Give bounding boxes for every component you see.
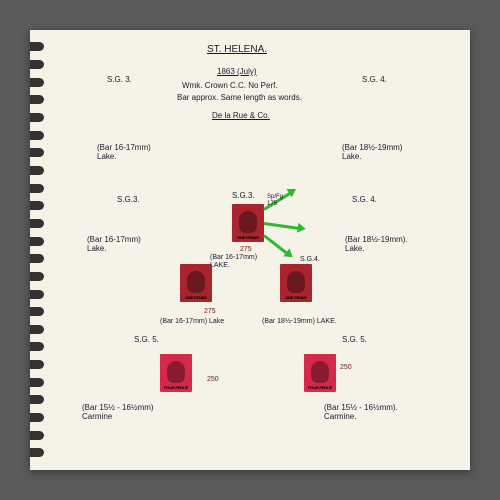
year-label: 1863 (July)	[217, 68, 257, 77]
row3-mid: (Bar 16-17mm) LAKE.	[210, 254, 257, 269]
row3-left: (Bar 16-17mm) Lake.	[87, 236, 141, 254]
stamp-label: ONE PENNY	[185, 295, 207, 300]
row2-mid-ref: S.G.3.	[232, 192, 255, 201]
arrow-icon	[263, 234, 288, 255]
row3-right: (Bar 18½-19mm). Lake.	[345, 236, 408, 254]
stamp-lake-left: ONE PENNY	[180, 264, 212, 302]
price-center: 275	[240, 246, 252, 254]
page-title: ST. HELENA.	[207, 44, 267, 55]
stamp-carmine-left: FOUR PENCE	[160, 354, 192, 392]
note-sp: Sp/Fg175	[267, 194, 283, 207]
printer-line: De la Rue & Co.	[212, 112, 270, 121]
row1-right: (Bar 18½-19mm) Lake.	[342, 144, 402, 162]
spiral-binding	[30, 30, 48, 470]
row6-left: (Bar 15½ - 16½mm) Carmine	[82, 404, 154, 422]
page-content: ST. HELENA. 1863 (July) S.G. 3. S.G. 4. …	[52, 36, 462, 464]
stamp-label: FOUR PENCE	[164, 385, 188, 390]
bar-line: Bar approx. Same length as words.	[177, 94, 302, 103]
price-l2: 275	[204, 308, 216, 316]
sg-right: S.G. 4.	[362, 76, 387, 85]
row2-left-ref: S.G.3.	[117, 196, 140, 205]
price-br: 250	[340, 364, 352, 372]
arrow-icon	[264, 222, 300, 230]
row3-right-ref: S.G.4.	[300, 256, 320, 264]
row1-left: (Bar 16-17mm) Lake.	[97, 144, 151, 162]
stamp-lake-right: ONE PENNY	[280, 264, 312, 302]
row6-right: (Bar 15½ - 16½mm). Carmine.	[324, 404, 398, 422]
notebook-frame: ST. HELENA. 1863 (July) S.G. 3. S.G. 4. …	[30, 30, 470, 470]
stamp-label: ONE PENNY	[285, 295, 307, 300]
stamp-label: ONE PENNY	[237, 235, 259, 240]
stamp-center-lake: ONE PENNY	[232, 204, 264, 242]
row4-right: (Bar 18½-19mm) LAKE.	[262, 318, 337, 326]
row5-left-ref: S.G. 5.	[134, 336, 159, 345]
row4-left: (Bar 16-17mm) Lake	[160, 318, 224, 326]
row2-right-ref: S.G. 4.	[352, 196, 377, 205]
stamp-label: FOUR PENCE	[308, 385, 332, 390]
row5-right-ref: S.G. 5.	[342, 336, 367, 345]
stamp-carmine-right: FOUR PENCE	[304, 354, 336, 392]
wmk-line: Wmk. Crown C.C. No Perf.	[182, 82, 278, 91]
sg-left: S.G. 3.	[107, 76, 132, 85]
price-bl: 250	[207, 376, 219, 384]
